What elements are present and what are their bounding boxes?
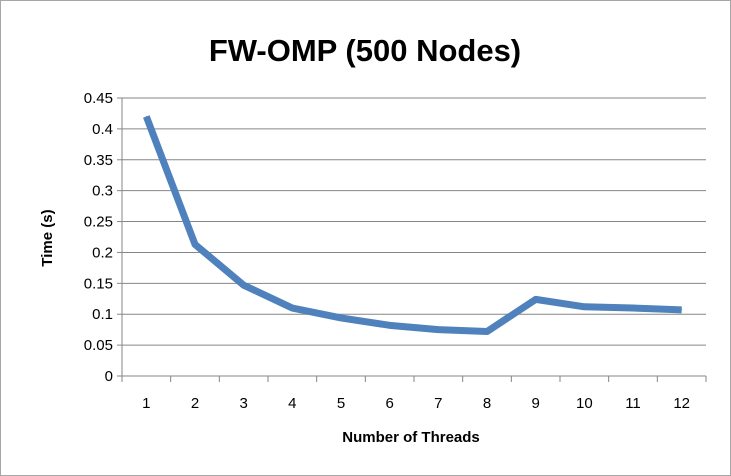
- series: [143, 115, 683, 336]
- data-point: [291, 307, 293, 309]
- x-axis-title: Number of Threads: [342, 429, 480, 446]
- x-tick-label: 3: [239, 395, 247, 412]
- x-tick-label: 7: [434, 395, 442, 412]
- data-point: [583, 306, 585, 308]
- y-tick-label: 0.25: [84, 214, 113, 231]
- x-tick-label: 9: [531, 395, 539, 412]
- y-tick-label: 0.45: [84, 90, 113, 107]
- data-point: [243, 284, 245, 286]
- axes: 00.050.10.150.20.250.30.350.40.451 2 3 4 5 6 7…: [84, 90, 707, 412]
- y-tick-label: 0.3: [92, 183, 113, 200]
- y-tick-label: 0.35: [84, 152, 113, 169]
- y-tick-label: 0.15: [84, 275, 113, 292]
- y-axis-title: Time (s): [39, 209, 56, 266]
- x-tick-label: 6: [385, 395, 393, 412]
- y-tick-label: 0.1: [92, 306, 113, 323]
- y-tick-label: 0.05: [84, 337, 113, 354]
- data-point: [437, 329, 439, 331]
- x-tick-label: 2: [191, 395, 199, 412]
- data-point: [486, 331, 488, 333]
- data-point: [389, 324, 391, 326]
- x-tick-label: 8: [483, 395, 491, 412]
- data-point: [194, 243, 196, 245]
- data-point: [340, 317, 342, 319]
- x-tick-label: 4: [288, 395, 296, 412]
- data-point: [535, 298, 537, 300]
- y-tick-label: 0.4: [92, 121, 113, 138]
- x-tick-label: 12: [673, 395, 690, 412]
- x-tick-label: 1: [142, 395, 150, 412]
- series-line: [143, 115, 682, 336]
- y-tick-label: 0.2: [92, 244, 113, 261]
- data-point: [632, 307, 634, 309]
- data-point: [681, 309, 683, 311]
- x-tick-label: 10: [576, 395, 593, 412]
- gridlines: [122, 97, 706, 346]
- chart-title: FW-OMP (500 Nodes): [209, 33, 521, 68]
- x-tick-label: 11: [625, 395, 641, 412]
- x-tick-label: 5: [337, 395, 345, 412]
- data-point: [145, 116, 147, 118]
- y-tick-label: 0: [105, 368, 113, 385]
